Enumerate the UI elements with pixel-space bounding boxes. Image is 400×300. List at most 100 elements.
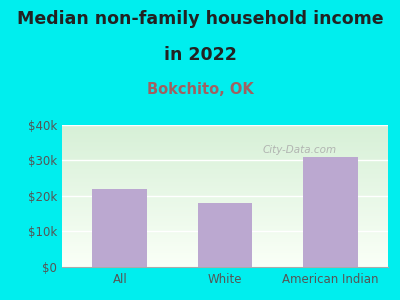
Bar xyxy=(62,141,388,142)
Bar xyxy=(62,145,388,146)
Bar xyxy=(62,237,388,238)
Bar xyxy=(62,240,388,241)
Bar xyxy=(62,245,388,246)
Bar xyxy=(62,134,388,135)
Bar xyxy=(62,226,388,227)
Bar xyxy=(62,131,388,132)
Bar xyxy=(62,188,388,189)
Bar xyxy=(62,195,388,196)
Bar xyxy=(62,202,388,203)
Bar xyxy=(62,156,388,157)
Bar xyxy=(62,215,388,216)
Bar xyxy=(62,126,388,127)
Bar xyxy=(62,175,388,176)
Bar xyxy=(62,239,388,240)
Bar xyxy=(303,157,358,267)
Bar xyxy=(62,232,388,233)
Bar xyxy=(62,222,388,223)
Bar xyxy=(62,162,388,163)
Bar xyxy=(62,198,388,199)
Bar xyxy=(62,229,388,230)
Bar xyxy=(62,189,388,190)
Bar xyxy=(62,163,388,164)
Bar xyxy=(62,140,388,141)
Bar xyxy=(62,192,388,193)
Bar xyxy=(62,194,388,195)
Bar xyxy=(62,223,388,224)
Bar xyxy=(62,148,388,149)
Bar xyxy=(62,250,388,251)
Bar xyxy=(62,201,388,202)
Bar xyxy=(62,256,388,257)
Bar xyxy=(62,169,388,170)
Bar xyxy=(62,253,388,254)
Bar xyxy=(62,172,388,173)
Bar xyxy=(62,241,388,242)
Bar xyxy=(62,216,388,217)
Bar xyxy=(62,171,388,172)
Bar xyxy=(62,199,388,200)
Bar xyxy=(62,170,388,171)
Bar xyxy=(62,231,388,232)
Bar xyxy=(62,204,388,205)
Bar xyxy=(62,184,388,185)
Bar xyxy=(62,139,388,140)
Bar xyxy=(62,247,388,248)
Bar xyxy=(62,128,388,129)
Text: Median non-family household income: Median non-family household income xyxy=(17,11,383,28)
Bar xyxy=(62,257,388,258)
Bar xyxy=(62,173,388,174)
Bar xyxy=(62,251,388,252)
Bar xyxy=(62,212,388,213)
Bar xyxy=(62,144,388,145)
Bar xyxy=(62,252,388,253)
Bar xyxy=(62,205,388,206)
Bar xyxy=(62,174,388,175)
Bar xyxy=(62,244,388,245)
Bar xyxy=(62,179,388,180)
Bar xyxy=(62,246,388,247)
Bar xyxy=(62,124,388,125)
Text: City-Data.com: City-Data.com xyxy=(263,145,337,155)
Bar xyxy=(62,130,388,131)
Bar xyxy=(62,138,388,139)
Bar xyxy=(62,159,388,160)
Bar xyxy=(62,142,388,143)
Bar xyxy=(62,233,388,234)
Bar xyxy=(62,186,388,187)
Bar xyxy=(62,154,388,155)
Bar xyxy=(62,214,388,215)
Bar xyxy=(62,160,388,161)
Bar xyxy=(62,225,388,226)
Bar xyxy=(62,132,388,133)
Bar xyxy=(62,133,388,134)
Bar xyxy=(62,209,388,210)
Bar xyxy=(62,221,388,222)
Bar xyxy=(62,193,388,194)
Bar xyxy=(62,157,388,158)
Bar xyxy=(62,213,388,214)
Bar xyxy=(62,249,388,250)
Bar xyxy=(62,207,388,208)
Bar xyxy=(62,242,388,243)
Bar xyxy=(62,219,388,220)
Bar xyxy=(62,255,388,256)
Bar xyxy=(62,236,388,237)
Bar xyxy=(62,235,388,236)
Bar xyxy=(62,165,388,166)
Bar xyxy=(62,129,388,130)
Bar xyxy=(62,167,388,168)
Bar xyxy=(62,152,388,153)
Bar xyxy=(62,196,388,197)
Bar xyxy=(62,161,388,162)
Bar xyxy=(62,261,388,262)
Bar xyxy=(62,210,388,211)
Bar xyxy=(62,227,388,228)
Bar xyxy=(62,218,388,219)
Bar xyxy=(62,206,388,207)
Bar xyxy=(62,185,388,186)
Bar xyxy=(62,220,388,221)
Bar xyxy=(198,203,252,267)
Bar xyxy=(62,135,388,136)
Bar xyxy=(62,203,388,204)
